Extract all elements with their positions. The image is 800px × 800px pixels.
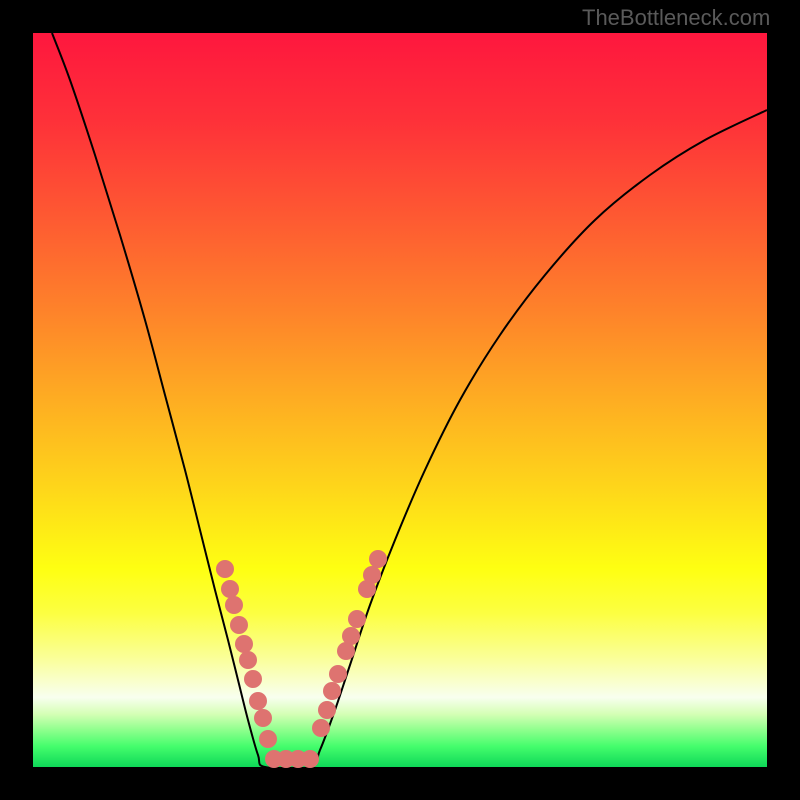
data-marker [230, 616, 248, 634]
data-marker [221, 580, 239, 598]
data-marker [244, 670, 262, 688]
watermark-text: TheBottleneck.com [582, 5, 770, 31]
data-marker [216, 560, 234, 578]
data-marker [254, 709, 272, 727]
chart-container: TheBottleneck.com [0, 0, 800, 800]
data-marker [318, 701, 336, 719]
bottleneck-chart [0, 0, 800, 800]
data-marker [225, 596, 243, 614]
data-marker [249, 692, 267, 710]
data-marker [323, 682, 341, 700]
data-marker [348, 610, 366, 628]
data-marker [235, 635, 253, 653]
data-marker [301, 750, 319, 768]
data-marker [312, 719, 330, 737]
data-marker [329, 665, 347, 683]
data-marker [363, 566, 381, 584]
data-marker [259, 730, 277, 748]
plot-background [33, 33, 767, 767]
data-marker [342, 627, 360, 645]
data-marker [369, 550, 387, 568]
data-marker [239, 651, 257, 669]
